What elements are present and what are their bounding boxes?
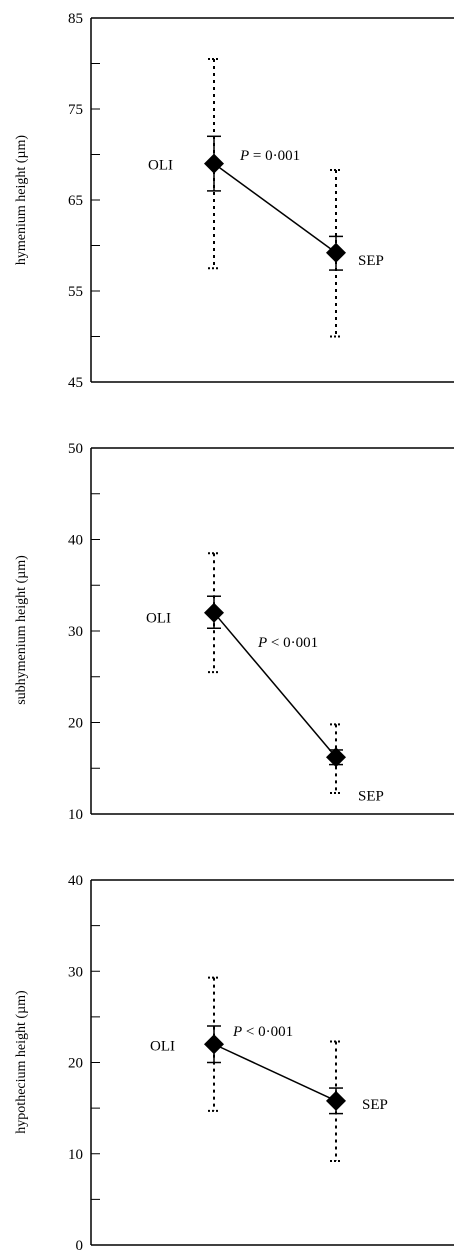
data-point-oli <box>204 153 224 174</box>
group-label-oli: OLI <box>150 1038 175 1054</box>
group-label-oli: OLI <box>148 158 173 174</box>
y-tick-label: 45 <box>68 375 83 391</box>
y-tick-label: 40 <box>68 873 83 889</box>
data-point-oli <box>204 1034 224 1055</box>
data-point-sep <box>326 242 346 263</box>
y-tick-label: 0 <box>76 1238 84 1251</box>
group-label-oli: OLI <box>146 611 171 627</box>
y-tick-label: 20 <box>68 716 83 732</box>
data-point-sep <box>326 747 346 768</box>
mean-connector <box>213 1043 337 1102</box>
p-value-annotation: P = 0·001 <box>239 148 300 164</box>
y-tick-label: 65 <box>68 193 83 209</box>
group-label-sep: SEP <box>358 253 384 269</box>
chart-panel-2: 10 20 30 40 50 subhymenium height (µm) OLI SEP P… <box>14 441 454 823</box>
y-axis-label: hypothecium height (µm) <box>14 990 29 1134</box>
y-tick-label: 50 <box>68 441 83 457</box>
group-label-sep: SEP <box>362 1097 388 1113</box>
chart-panel-3: 0 10 20 30 40 hypothecium height (µm) OLI SEP P … <box>14 873 454 1254</box>
y-tick-label: 55 <box>68 284 83 300</box>
mean-connector <box>213 612 337 758</box>
y-tick-label: 85 <box>68 11 83 27</box>
y-tick-label: 30 <box>68 624 83 640</box>
y-tick-label: 10 <box>68 807 83 823</box>
data-point-oli <box>204 602 224 623</box>
group-label-sep: SEP <box>358 788 384 804</box>
mean-connector <box>213 162 337 254</box>
y-tick-label: 10 <box>68 1147 83 1163</box>
chart-panel-1: 45 55 65 75 85 hymenium height (µm) OLI SEP P = … <box>14 11 454 391</box>
p-value-annotation: P < 0·001 <box>257 635 318 651</box>
y-axis-label: subhymenium height (µm) <box>14 555 29 705</box>
data-point-sep <box>326 1090 346 1111</box>
y-tick-label: 30 <box>68 964 83 980</box>
y-axis-label: hymenium height (µm) <box>14 135 29 265</box>
y-tick-label: 40 <box>68 533 83 549</box>
y-tick-label: 75 <box>68 102 83 118</box>
p-value-annotation: P < 0·001 <box>232 1024 293 1040</box>
y-tick-label: 20 <box>68 1056 83 1072</box>
